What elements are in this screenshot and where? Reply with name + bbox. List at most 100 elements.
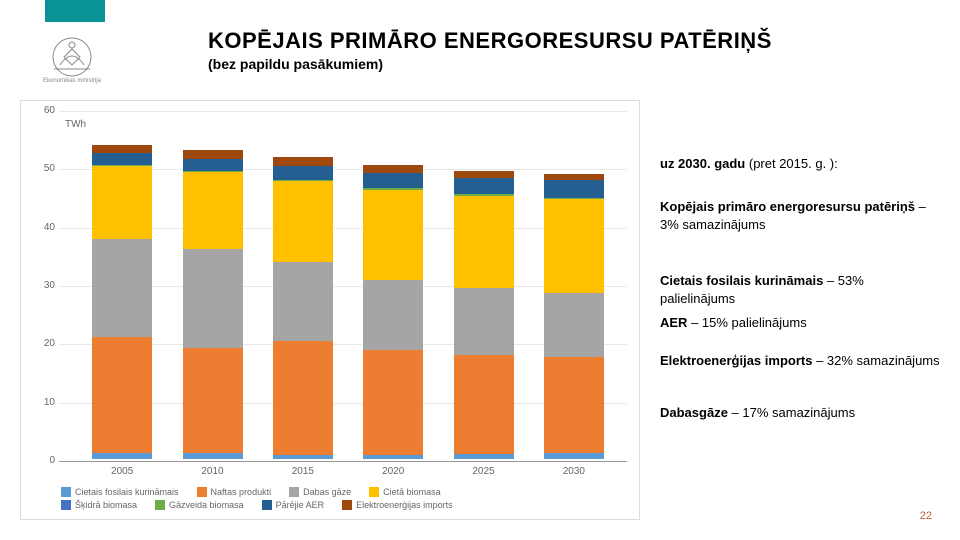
bar-segment	[544, 174, 604, 180]
bar-segment	[363, 173, 423, 188]
summary-item: Dabasgāze – 17% samazinājums	[660, 404, 942, 422]
page-subtitle: (bez papildu pasākumiem)	[208, 56, 772, 72]
summary-item-bold: AER	[660, 315, 687, 330]
summary-item-bold: Kopējais primāro energoresursu patēriņš	[660, 199, 915, 214]
y-tick-label: 0	[35, 455, 55, 466]
legend-item: Elektroenerģijas imports	[342, 500, 453, 510]
legend-item: Dabas gāze	[289, 487, 351, 497]
legend-item: Šķidrā biomasa	[61, 500, 137, 510]
legend-swatch	[61, 487, 71, 497]
x-tick-label: 2010	[183, 466, 243, 477]
bar-group	[183, 109, 243, 459]
bar-segment	[454, 196, 514, 288]
bar-segment	[544, 198, 604, 200]
y-tick-label: 50	[35, 163, 55, 174]
svg-text:Ekonomikas ministrija: Ekonomikas ministrija	[43, 78, 102, 84]
summary-item-rest: – 17% samazinājums	[728, 405, 855, 420]
bar-segment	[454, 171, 514, 178]
bar-segment	[92, 165, 152, 166]
bar-segment	[363, 165, 423, 173]
bar-segment	[454, 355, 514, 454]
header: KOPĒJAIS PRIMĀRO ENERGORESURSU PATĒRIŅŠ …	[208, 28, 772, 72]
summary-item-bold: Cietais fosilais kurināmais	[660, 273, 823, 288]
bar-segment	[454, 288, 514, 355]
bar-segment	[363, 455, 423, 459]
legend-swatch	[289, 487, 299, 497]
legend-row: Šķidrā biomasa Gāzveida biomasa Pārējie AE…	[61, 500, 629, 510]
bar-segment	[183, 150, 243, 159]
bar-segment	[273, 181, 333, 263]
y-tick-label: 20	[35, 338, 55, 349]
chart-container: TWh 0102030405060 2005201020152020202520…	[20, 100, 640, 520]
summary-item-rest: – 32% samazinājums	[812, 353, 939, 368]
page-title: KOPĒJAIS PRIMĀRO ENERGORESURSU PATĒRIŅŠ	[208, 28, 772, 54]
summary-item: Cietais fosilais kurināmais – 53% paliel…	[660, 272, 942, 307]
legend-swatch	[61, 500, 71, 510]
y-tick-label: 60	[35, 105, 55, 116]
bar-segment	[92, 153, 152, 165]
legend-label: Šķidrā biomasa	[75, 500, 137, 510]
bar-segment	[92, 166, 152, 239]
bar-segment	[454, 194, 514, 196]
legend-label: Cietā biomasa	[383, 487, 441, 497]
legend-label: Elektroenerģijas imports	[356, 500, 453, 510]
legend-swatch	[155, 500, 165, 510]
accent-bar	[45, 0, 105, 22]
bar-segment	[273, 157, 333, 166]
summary-item: AER – 15% palielinājums	[660, 314, 942, 332]
bar-segment	[544, 357, 604, 453]
bar-group	[273, 109, 333, 459]
bar-group	[363, 109, 423, 459]
y-tick-label: 40	[35, 222, 55, 233]
x-tick-label: 2005	[92, 466, 152, 477]
page-number: 22	[920, 510, 932, 522]
summary-item: Kopējais primāro energoresursu patēriņš …	[660, 198, 942, 233]
legend-swatch	[369, 487, 379, 497]
bar-segment	[92, 337, 152, 454]
summary-item-bold: Elektroenerģijas imports	[660, 353, 812, 368]
bar-segment	[273, 262, 333, 341]
summary-heading-rest: (pret 2015. g. ):	[745, 156, 838, 171]
bar-segment	[544, 180, 604, 198]
summary-heading: uz 2030. gadu (pret 2015. g. ):	[660, 155, 942, 173]
bar-segment	[454, 454, 514, 459]
legend-label: Naftas produkti	[211, 487, 272, 497]
legend-label: Dabas gāze	[303, 487, 351, 497]
legend-swatch	[197, 487, 207, 497]
legend-item: Naftas produkti	[197, 487, 272, 497]
summary-item: Elektroenerģijas imports – 32% samazināj…	[660, 352, 942, 370]
legend-row: Cietais fosilais kurināmaisNaftas produk…	[61, 487, 629, 497]
legend-item: Gāzveida biomasa	[155, 500, 244, 510]
x-tick-label: 2020	[363, 466, 423, 477]
x-tick-label: 2025	[454, 466, 514, 477]
bar-segment	[544, 199, 604, 292]
bar-segment	[92, 453, 152, 459]
legend-swatch	[262, 500, 272, 510]
legend-label: Pārējie AER	[276, 500, 325, 510]
bar-segment	[544, 293, 604, 357]
legend-label: Gāzveida biomasa	[169, 500, 244, 510]
bar-segment	[273, 166, 333, 179]
bar-segment	[544, 453, 604, 459]
bar-segment	[273, 455, 333, 459]
bar-segment	[183, 172, 243, 249]
bar-segment	[183, 171, 243, 172]
ministry-logo: Ekonomikas ministrija	[42, 35, 102, 90]
bar-segment	[183, 453, 243, 459]
summary-heading-bold: uz 2030. gadu	[660, 156, 745, 171]
bar-segment	[183, 348, 243, 453]
bars-container	[77, 111, 617, 459]
bar-group	[454, 109, 514, 459]
summary-item-bold: Dabasgāze	[660, 405, 728, 420]
y-tick-label: 30	[35, 280, 55, 291]
chart-legend: Cietais fosilais kurināmaisNaftas produk…	[61, 487, 629, 513]
y-tick-label: 10	[35, 397, 55, 408]
bar-segment	[363, 188, 423, 189]
legend-swatch	[342, 500, 352, 510]
x-tick-label: 2030	[544, 466, 604, 477]
bar-segment	[92, 145, 152, 153]
bar-segment	[183, 159, 243, 171]
bar-segment	[363, 350, 423, 455]
bar-segment	[363, 190, 423, 280]
bar-segment	[363, 280, 423, 350]
